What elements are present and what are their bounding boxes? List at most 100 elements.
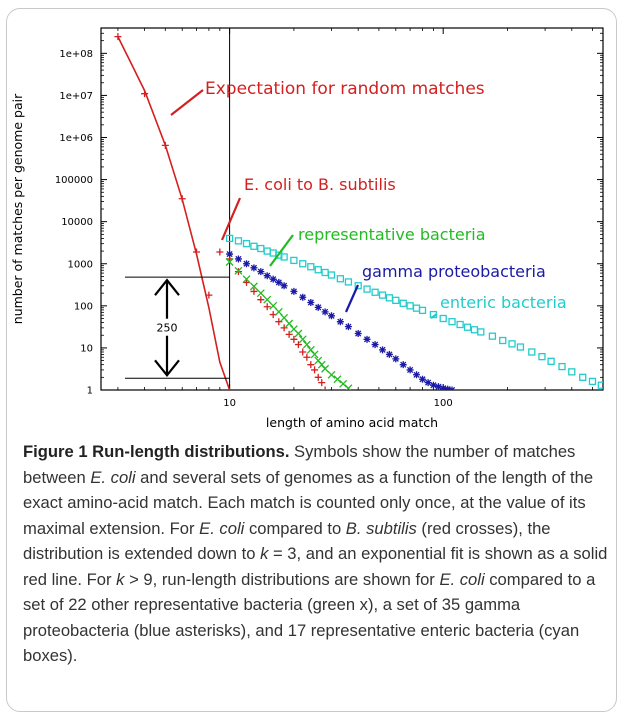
data-point [205, 291, 213, 299]
data-point [528, 348, 536, 356]
data-point [275, 318, 283, 326]
data-point [399, 299, 407, 307]
data-point [303, 353, 311, 361]
data-point [178, 195, 186, 203]
data-point [294, 329, 303, 338]
data-point [429, 381, 437, 389]
data-point [456, 320, 464, 329]
data-point [314, 303, 322, 311]
data-point [354, 282, 362, 290]
caption-segment: > 9, run-length distributions are shown … [124, 569, 440, 589]
caption-segment: Symbols show the number of matches betwe… [23, 442, 576, 487]
annotation-label: E. coli to B. subtilis [244, 175, 396, 194]
data-point [538, 353, 546, 361]
data-point [477, 328, 485, 336]
data-point [250, 264, 258, 272]
y-tick-label: 10 [80, 343, 93, 354]
data-point [234, 266, 243, 275]
data-point [263, 272, 271, 280]
data-point [444, 385, 452, 390]
data-point [579, 373, 587, 381]
annotation-leader-line [220, 197, 242, 241]
span-label: 250 [157, 322, 178, 335]
data-point [257, 244, 265, 253]
data-point [327, 370, 336, 379]
data-point [314, 266, 322, 274]
data-point [263, 303, 271, 311]
data-point [344, 323, 352, 331]
caption-segment: k [116, 569, 125, 589]
data-point [141, 90, 149, 98]
data-point [439, 384, 447, 390]
y-tick-label: 100000 [55, 175, 93, 186]
caption-segment: E. coli [90, 467, 136, 487]
data-point [321, 308, 329, 316]
data-point [344, 384, 353, 390]
data-point [275, 251, 283, 259]
data-point [225, 258, 234, 266]
axis-ticks: 1 10 100 1000 10000 100000 1e+06 1e+07 1e+08 10 10… [55, 27, 603, 409]
data-point [243, 260, 251, 268]
data-point [470, 326, 479, 334]
data-point [290, 335, 298, 343]
data-point [321, 268, 329, 277]
data-point [336, 318, 344, 326]
span-label-bg [150, 318, 184, 336]
data-point [392, 355, 400, 363]
data-point [275, 278, 283, 286]
data-point [448, 318, 456, 326]
data-point [392, 296, 400, 304]
caption-segment: compared to [244, 518, 346, 538]
data-point [298, 335, 307, 344]
data-point [280, 282, 288, 290]
data-point [263, 295, 272, 304]
y-tick-label: 1e+08 [59, 49, 93, 60]
data-point [488, 332, 497, 340]
data-point [321, 386, 329, 390]
data-point [379, 346, 387, 354]
data-point [354, 330, 362, 338]
data-point [249, 282, 258, 291]
data-point [250, 242, 258, 250]
data-point [499, 336, 507, 345]
data-point [280, 253, 288, 261]
x-axis-label: length of amino acid match [266, 415, 438, 430]
annotation-leader-line [269, 234, 294, 267]
data-point [299, 260, 307, 268]
data-point [269, 275, 277, 283]
data-point [225, 234, 234, 243]
data-point [412, 304, 421, 312]
data-point [588, 377, 597, 386]
caption-segment: and several sets of genomes as a functio… [23, 467, 594, 538]
data-point [318, 379, 326, 387]
data-point [257, 268, 265, 276]
series-representative-bacteria [225, 258, 353, 390]
annotation-leader-line [430, 313, 438, 319]
data-point [516, 343, 525, 351]
data-point [299, 293, 307, 301]
data-point [307, 299, 315, 307]
data-point [290, 287, 298, 295]
data-point [161, 141, 169, 149]
caption-title: Run-length distributions. [92, 442, 290, 461]
data-point [299, 348, 307, 356]
data-point [327, 271, 336, 279]
data-point [448, 386, 456, 390]
caption-segment: (red crosses), the distribution is exten… [23, 518, 551, 564]
annotation-label: gamma proteobacteria [362, 262, 546, 281]
data-point [294, 341, 302, 349]
data-point [307, 263, 315, 271]
data-point [193, 248, 201, 256]
caption-body: Symbols show the number of matches betwe… [23, 442, 607, 665]
data-point [344, 278, 353, 286]
caption-segment: E. coli [199, 518, 245, 538]
data-point [336, 275, 344, 283]
data-point [399, 361, 407, 369]
data-point [314, 373, 322, 381]
caption-segment: B. subtilis [345, 518, 417, 538]
data-point [385, 294, 394, 302]
data-point [333, 375, 342, 384]
data-point [378, 291, 387, 299]
figure-panel [6, 8, 617, 712]
data-point [413, 371, 421, 379]
